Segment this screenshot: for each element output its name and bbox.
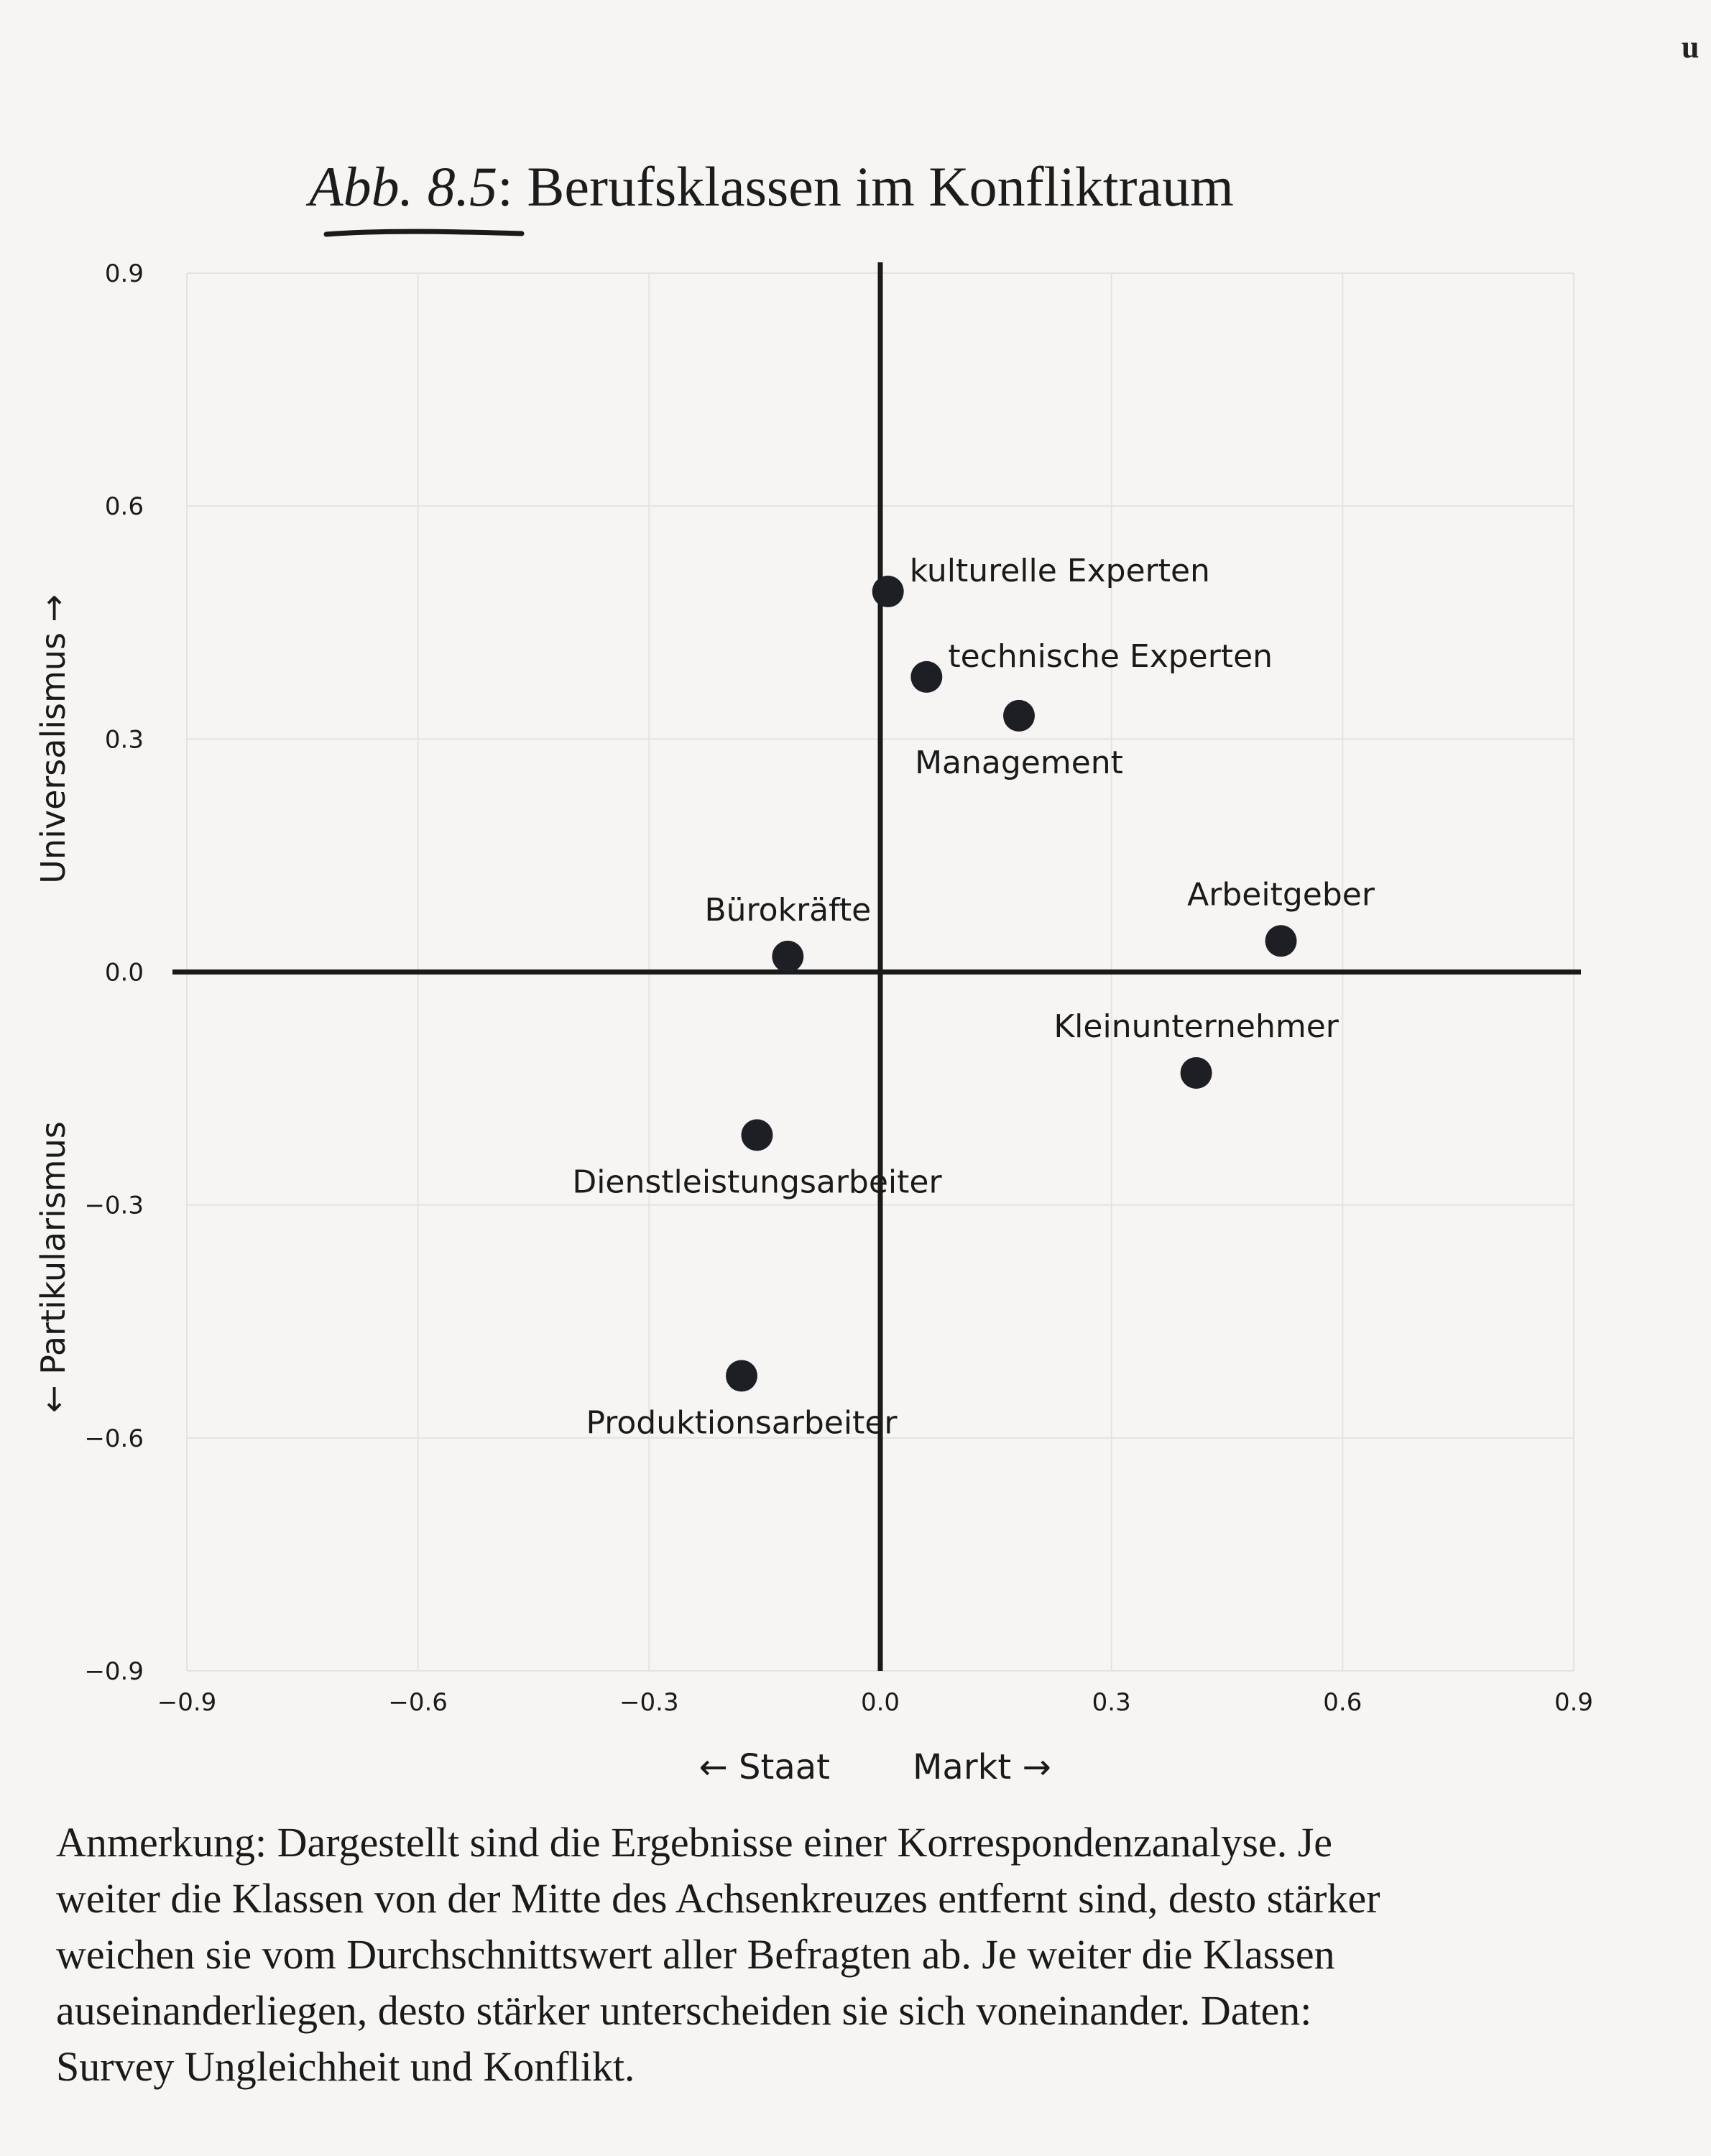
x-axis-label-right: Markt → [913, 1747, 1051, 1787]
y-tick-label: 0.0 [105, 959, 144, 987]
y-tick-label: 0.6 [105, 492, 144, 521]
figure-title-text: : Berufsklassen im Konfliktraum [497, 155, 1234, 218]
y-tick-label: −0.9 [84, 1657, 144, 1686]
note-line: weiter die Klassen von der Mitte des Ach… [56, 1875, 1380, 1922]
data-point [741, 1119, 773, 1151]
note-line: Anmerkung: Dargestellt sind die Ergebnis… [56, 1819, 1333, 1866]
data-point [1180, 1056, 1212, 1089]
x-tick-label: −0.6 [388, 1688, 448, 1717]
corner-pen-mark: u [1682, 29, 1700, 65]
x-tick-label: 0.3 [1092, 1688, 1131, 1717]
note-line: auseinanderliegen, desto stärker untersc… [56, 1987, 1312, 2034]
y-tick-label: 0.9 [105, 259, 144, 288]
handwritten-underline [323, 229, 525, 237]
data-label: Dienstleistungsarbeiter [572, 1164, 942, 1200]
y-tick-label: −0.3 [84, 1192, 144, 1220]
data-point [772, 940, 804, 972]
data-point [1003, 699, 1035, 732]
x-tick-label: 0.0 [861, 1688, 900, 1717]
data-label: Produktionsarbeiter [586, 1404, 898, 1441]
data-label: Kleinunternehmer [1053, 1008, 1339, 1045]
x-tick-label: 0.9 [1554, 1688, 1593, 1717]
x-tick-label: −0.3 [619, 1688, 679, 1717]
figure-number: Abb. 8.5 [309, 155, 498, 218]
data-point [1265, 925, 1297, 957]
x-tick-label: 0.6 [1323, 1688, 1362, 1717]
data-label: Bürokräfte [704, 892, 871, 929]
figure-note: Anmerkung: Dargestellt sind die Ergebnis… [56, 1815, 1666, 2095]
data-label: Arbeitgeber [1187, 876, 1375, 913]
y-tick-label: 0.3 [105, 725, 144, 754]
figure-title: Abb. 8.5: Berufsklassen im Konfliktraum [309, 155, 1234, 219]
note-line: Survey Ungleichheit und Konflikt. [56, 2043, 635, 2090]
data-point [872, 576, 904, 608]
data-point [910, 660, 943, 693]
data-label: Management [915, 745, 1123, 781]
y-axis-label-top: Universalismus → [34, 594, 73, 884]
data-label: technische Experten [948, 638, 1273, 675]
scatter-chart: 0.9 0.6 0.3 0.0 −0.3 −0.6 −0.9 −0.9 −0.6 −0.3 0.0 0… [34, 259, 1593, 1787]
x-axis-label-left: ← Staat [699, 1747, 830, 1787]
y-axis-label-bottom: ← Partikularismus [34, 1121, 73, 1413]
y-tick-label: −0.6 [84, 1424, 144, 1453]
data-point [726, 1360, 757, 1392]
note-line: weichen sie vom Durchschnittswert aller … [56, 1931, 1335, 1978]
x-tick-label: −0.9 [157, 1688, 217, 1717]
data-label: kulturelle Experten [910, 553, 1210, 589]
